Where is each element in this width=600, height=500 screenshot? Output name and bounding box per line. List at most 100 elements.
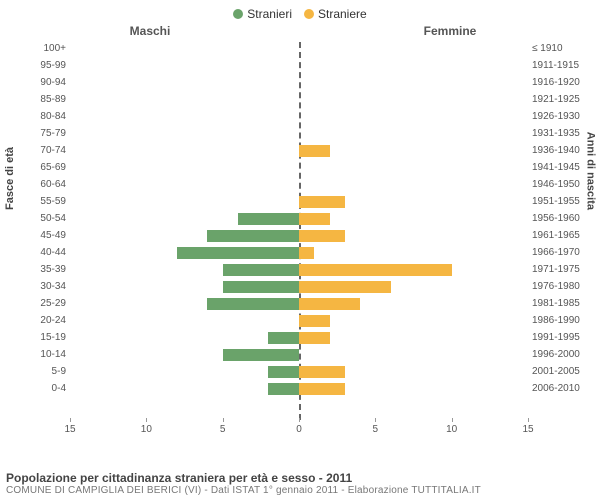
bar-row <box>70 212 528 226</box>
birth-label: 1916-1920 <box>532 76 600 90</box>
section-titles: Maschi Femmine <box>0 24 600 42</box>
bar-row <box>70 178 528 192</box>
birth-label: 2006-2010 <box>532 382 600 396</box>
x-tick-mark <box>452 418 453 422</box>
bar-male <box>223 281 299 293</box>
age-label: 100+ <box>0 42 66 56</box>
bar-row <box>70 127 528 141</box>
bar-male <box>207 230 299 242</box>
age-label: 40-44 <box>0 246 66 260</box>
birth-labels: ≤ 19101911-19151916-19201921-19251926-19… <box>528 42 600 420</box>
bar-female <box>299 264 452 276</box>
bar-row <box>70 297 528 311</box>
x-axis-ticks: 15105051015 <box>70 422 528 440</box>
birth-label: 1946-1950 <box>532 178 600 192</box>
bar-female <box>299 247 314 259</box>
age-label: 5-9 <box>0 365 66 379</box>
bar-row <box>70 195 528 209</box>
bar-female <box>299 145 330 157</box>
bar-female <box>299 298 360 310</box>
birth-label: 1986-1990 <box>532 314 600 328</box>
age-label: 95-99 <box>0 59 66 73</box>
bar-row <box>70 331 528 345</box>
age-label: 10-14 <box>0 348 66 362</box>
birth-label: 1971-1975 <box>532 263 600 277</box>
age-label: 45-49 <box>0 229 66 243</box>
legend: Stranieri Straniere <box>0 0 600 24</box>
legend-label-male: Stranieri <box>247 7 292 21</box>
age-label: 20-24 <box>0 314 66 328</box>
caption-title: Popolazione per cittadinanza straniera p… <box>6 471 594 485</box>
bar-female <box>299 315 330 327</box>
population-pyramid-chart: Stranieri Straniere Maschi Femmine Fasce… <box>0 0 600 500</box>
age-label: 50-54 <box>0 212 66 226</box>
bar-row <box>70 365 528 379</box>
x-tick-label: 10 <box>446 424 457 435</box>
age-label: 25-29 <box>0 297 66 311</box>
bar-male <box>207 298 299 310</box>
x-tick-label: 0 <box>296 424 302 435</box>
caption: Popolazione per cittadinanza straniera p… <box>6 471 594 496</box>
bar-female <box>299 196 345 208</box>
birth-label: 1941-1945 <box>532 161 600 175</box>
age-label: 15-19 <box>0 331 66 345</box>
bar-male <box>177 247 299 259</box>
bar-row <box>70 161 528 175</box>
bar-row <box>70 59 528 73</box>
bar-row <box>70 42 528 56</box>
age-label: 0-4 <box>0 382 66 396</box>
birth-label: 1921-1925 <box>532 93 600 107</box>
bar-female <box>299 366 345 378</box>
age-label: 55-59 <box>0 195 66 209</box>
bar-female <box>299 281 391 293</box>
legend-item-male: Stranieri <box>233 7 292 21</box>
bar-male <box>223 264 299 276</box>
x-tick-label: 10 <box>141 424 152 435</box>
birth-label: 1911-1915 <box>532 59 600 73</box>
x-tick-label: 15 <box>522 424 533 435</box>
legend-swatch-male <box>233 9 243 19</box>
birth-label: 1936-1940 <box>532 144 600 158</box>
birth-label: ≤ 1910 <box>532 42 600 56</box>
x-tick-mark <box>70 418 71 422</box>
birth-label: 1966-1970 <box>532 246 600 260</box>
bar-row <box>70 314 528 328</box>
bar-row <box>70 246 528 260</box>
bar-male <box>223 349 299 361</box>
legend-item-female: Straniere <box>304 7 367 21</box>
bar-female <box>299 383 345 395</box>
bar-row <box>70 144 528 158</box>
age-label: 80-84 <box>0 110 66 124</box>
section-title-female: Femmine <box>300 24 600 38</box>
bar-male <box>268 383 299 395</box>
birth-label: 1956-1960 <box>532 212 600 226</box>
age-label: 75-79 <box>0 127 66 141</box>
x-tick-mark <box>223 418 224 422</box>
age-label: 65-69 <box>0 161 66 175</box>
age-label: 30-34 <box>0 280 66 294</box>
bar-row <box>70 93 528 107</box>
birth-label: 1951-1955 <box>532 195 600 209</box>
birth-label: 1981-1985 <box>532 297 600 311</box>
bar-row <box>70 263 528 277</box>
bar-row <box>70 76 528 90</box>
bar-female <box>299 213 330 225</box>
x-tick-label: 5 <box>373 424 379 435</box>
birth-label: 2001-2005 <box>532 365 600 379</box>
legend-swatch-female <box>304 9 314 19</box>
age-label: 35-39 <box>0 263 66 277</box>
bar-row <box>70 229 528 243</box>
x-tick-label: 15 <box>64 424 75 435</box>
bar-male <box>268 366 299 378</box>
x-tick-label: 5 <box>220 424 226 435</box>
bar-row <box>70 110 528 124</box>
bar-female <box>299 230 345 242</box>
age-label: 90-94 <box>0 76 66 90</box>
x-tick-mark <box>299 418 300 422</box>
age-label: 85-89 <box>0 93 66 107</box>
birth-label: 1961-1965 <box>532 229 600 243</box>
birth-label: 1991-1995 <box>532 331 600 345</box>
age-label: 70-74 <box>0 144 66 158</box>
x-tick-mark <box>528 418 529 422</box>
section-title-male: Maschi <box>0 24 300 38</box>
